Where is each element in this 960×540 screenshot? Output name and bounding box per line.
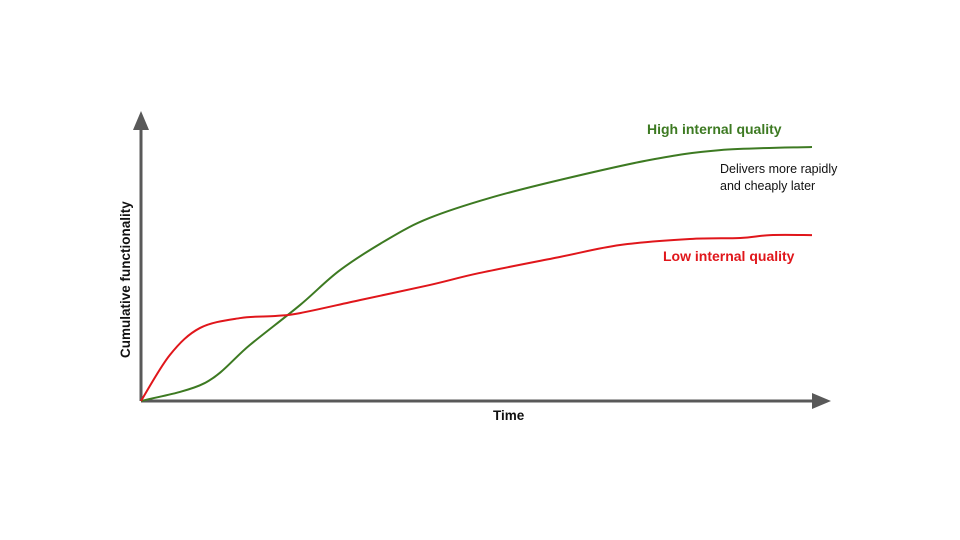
series-line-low-quality — [140, 233, 813, 402]
series-line-high-quality — [140, 145, 813, 402]
series-label-low: Low internal quality — [663, 248, 795, 264]
series-label-high: High internal quality — [647, 121, 782, 137]
x-axis-arrow-icon — [812, 393, 831, 409]
x-axis-title: Time — [493, 408, 525, 423]
annotation-line-2: and cheaply later — [720, 179, 816, 193]
annotation-line-1: Delivers more rapidly — [720, 162, 838, 176]
annotation: Delivers more rapidly and cheaply later — [720, 161, 837, 195]
y-axis-title: Cumulative functionality — [118, 201, 133, 358]
y-axis-arrow-icon — [133, 111, 149, 130]
